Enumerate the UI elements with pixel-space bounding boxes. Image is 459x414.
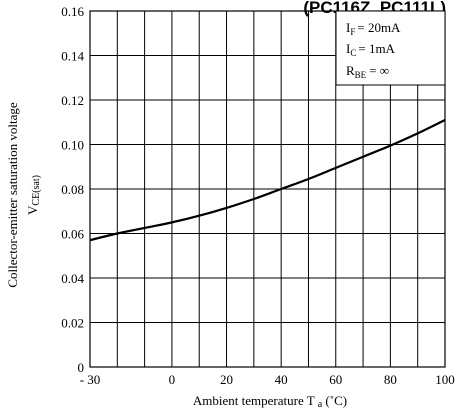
y-tick-label: 0.14: [61, 49, 84, 64]
y-axis-label-symbol-sub: CE(sat): [31, 175, 42, 206]
legend-box: IF = 20mA IC = 1mA RBE = ∞: [335, 10, 446, 86]
y-tick-label: 0.06: [61, 227, 84, 242]
y-tick-label: 0: [78, 360, 85, 375]
x-axis-label-sub: a: [318, 399, 323, 410]
y-axis-label-symbol: VCE(sat): [25, 175, 42, 215]
x-axis-label-unit: (˚C): [322, 393, 347, 408]
x-tick-label: 60: [329, 372, 342, 387]
legend-item-if: IF = 20mA: [346, 20, 401, 37]
plot-frame: [89, 10, 446, 368]
y-axis-label-symbol-v: V: [25, 205, 40, 215]
y-tick-label: 0.02: [61, 316, 84, 331]
legend-item-rbe-symbol: R: [346, 63, 355, 78]
legend-item-if-symbol: I: [346, 20, 350, 35]
x-tick-labels: - 30 0 20 40 60 80 100: [80, 372, 455, 387]
y-axis-label: Collector-emitter saturation voltage VCE…: [5, 102, 42, 288]
x-tick-label: 0: [169, 372, 176, 387]
x-tick-label: - 30: [80, 372, 101, 387]
x-tick-label: 80: [384, 372, 397, 387]
y-tick-label: 0.16: [61, 4, 84, 19]
legend-frame: [335, 10, 446, 86]
legend-item-rbe-sub: BE: [355, 70, 367, 80]
y-tick-label: 0.08: [61, 182, 84, 197]
legend-item-rbe: RBE = ∞: [346, 63, 389, 80]
y-tick-label: 0.12: [61, 93, 84, 108]
x-tick-label: 20: [220, 372, 233, 387]
legend-item-ic-value: = 1mA: [358, 41, 395, 56]
series-line: [89, 119, 446, 242]
y-tick-labels: 0 0.02 0.04 0.06 0.08 0.10 0.12 0.14 0.16: [61, 4, 84, 375]
legend-item-rbe-value: = ∞: [369, 63, 389, 78]
x-tick-label: 100: [435, 372, 455, 387]
legend-item-ic-symbol: I: [346, 41, 350, 56]
legend-item-if-value: = 20mA: [357, 20, 401, 35]
legend-item-ic-sub: C: [350, 48, 356, 58]
legend-item-if-sub: F: [350, 27, 355, 37]
legend-item-ic: IC = 1mA: [346, 41, 396, 58]
x-axis-label-main: Ambient temperature T: [193, 393, 315, 408]
y-tick-label: 0.04: [61, 271, 84, 286]
y-tick-label: 0.10: [61, 138, 84, 153]
x-tick-label: 40: [275, 372, 288, 387]
y-axis-label-main: Collector-emitter saturation voltage: [5, 102, 20, 288]
